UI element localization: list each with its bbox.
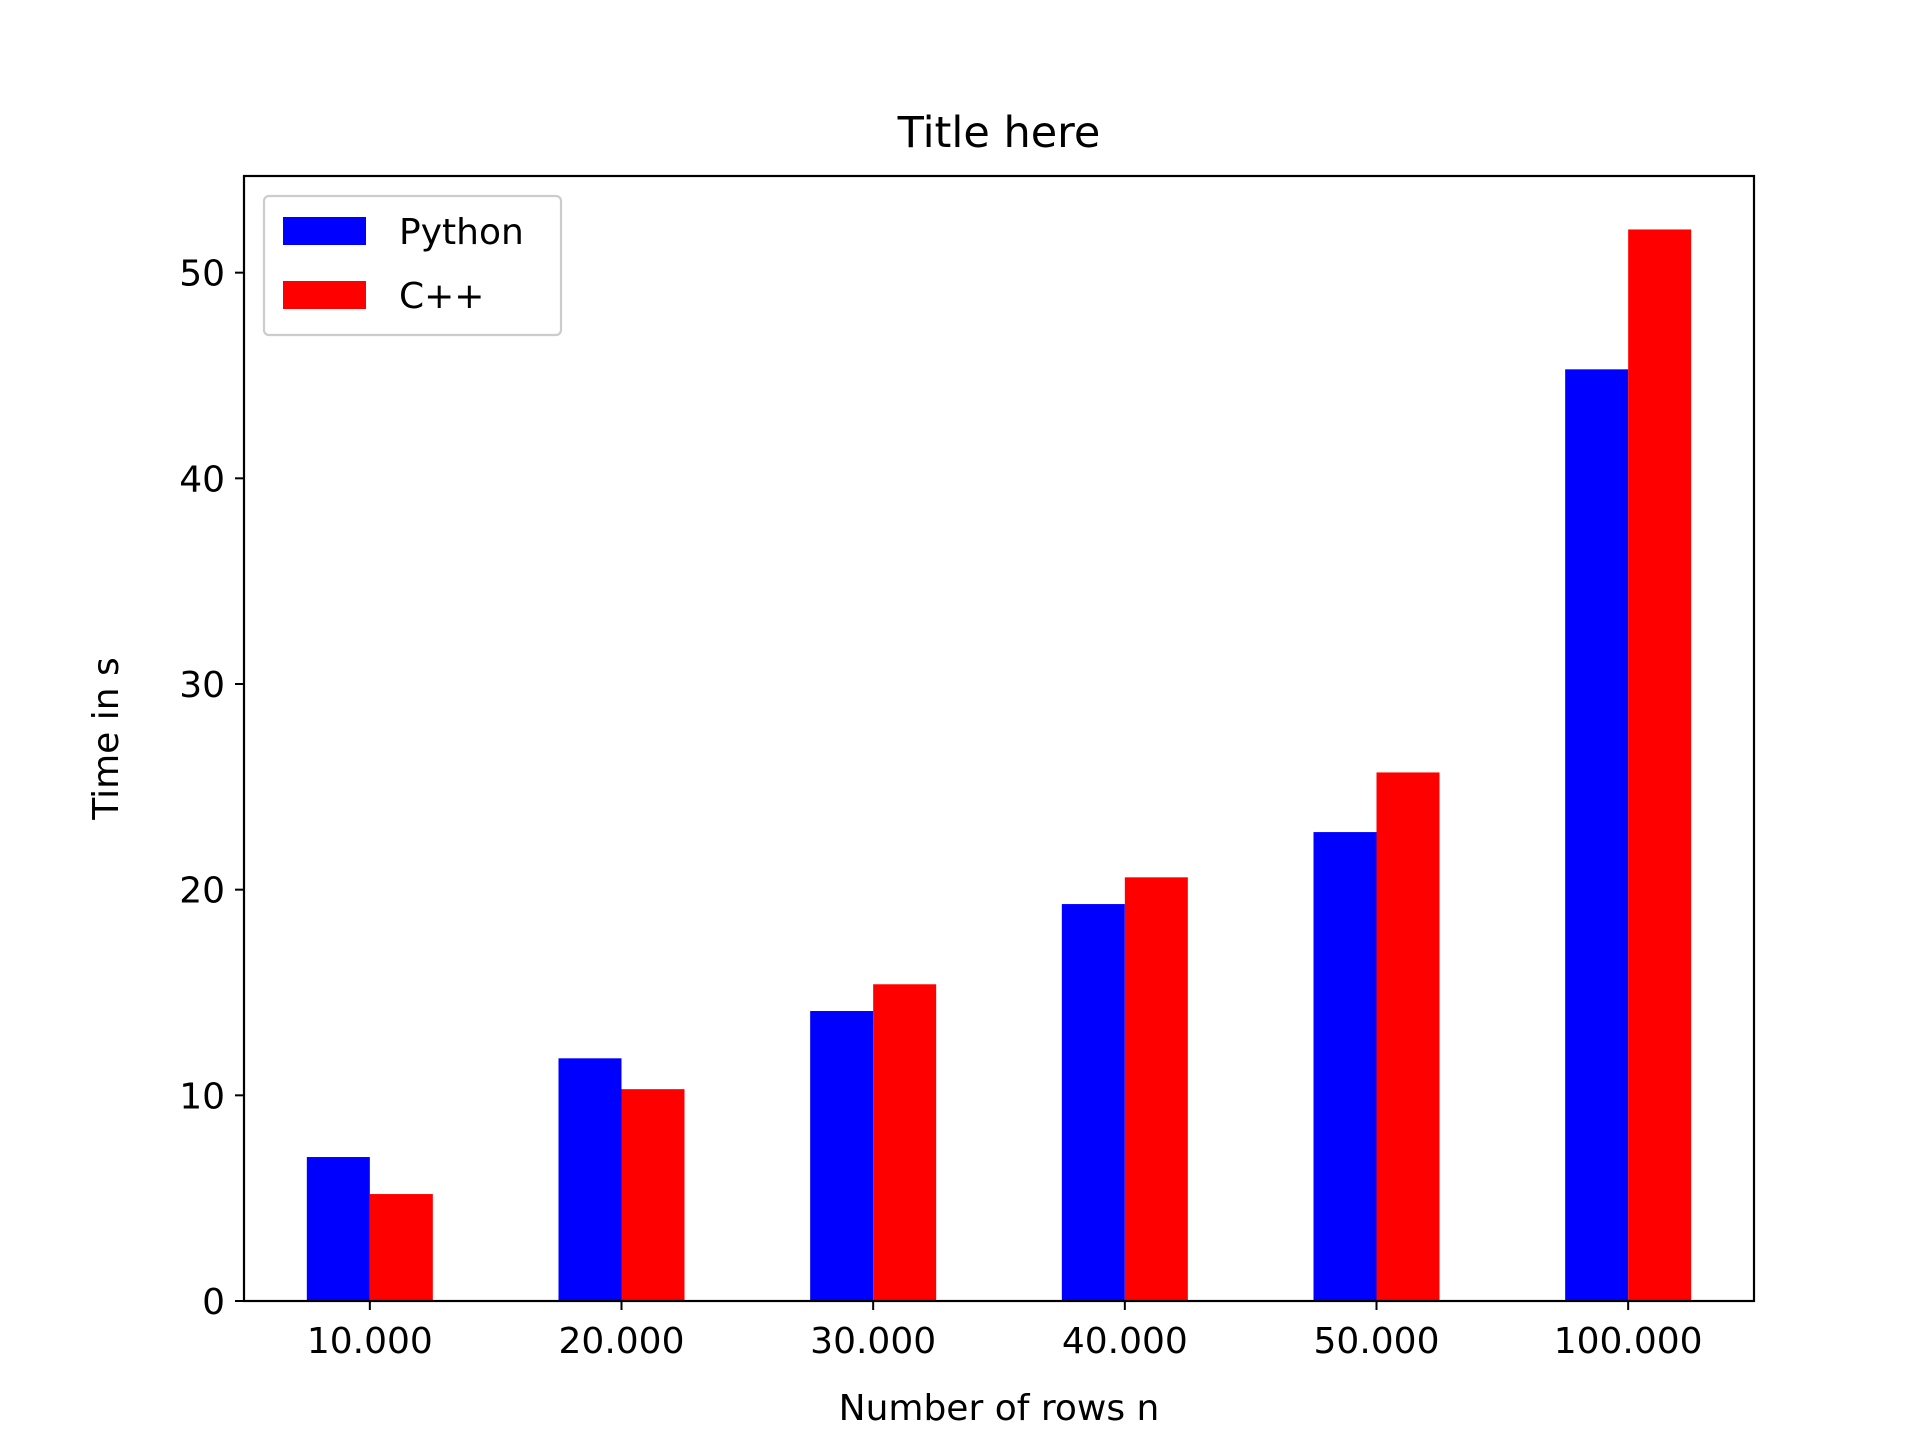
x-tick-label-0: 10.000 [307, 1321, 433, 1362]
x-tick-label-3: 40.000 [1062, 1321, 1188, 1362]
legend-swatch-python [283, 217, 366, 245]
bar-cpp-0 [369, 1194, 433, 1301]
y-tick-label-5: 50 [179, 254, 225, 295]
bar-python-3 [1061, 904, 1125, 1301]
x-axis-label: Number of rows n [839, 1388, 1160, 1429]
x-tick-label-4: 50.000 [1314, 1321, 1440, 1362]
legend-swatch-cpp [283, 281, 366, 309]
bar-python-5 [1565, 369, 1629, 1301]
y-tick-label-1: 10 [179, 1076, 225, 1117]
y-tick-label-0: 0 [202, 1282, 225, 1323]
bar-python-1 [558, 1058, 622, 1301]
y-tick-label-3: 30 [179, 665, 225, 706]
bar-cpp-2 [873, 984, 937, 1301]
bar-cpp-3 [1124, 877, 1188, 1301]
bar-cpp-4 [1376, 772, 1440, 1301]
ticks-layer: 0 10 20 30 40 50 10.000 20.000 30.000 40.000 50.00… [179, 254, 1702, 1362]
bars-layer [306, 229, 1692, 1301]
legend-label-python: Python [399, 212, 524, 253]
bar-python-0 [306, 1157, 370, 1301]
x-tick-label-5: 100.000 [1554, 1321, 1703, 1362]
bar-python-4 [1313, 832, 1377, 1301]
bar-python-2 [810, 1011, 874, 1301]
y-axis-label: Time in s [86, 657, 127, 821]
bar-cpp-1 [621, 1089, 685, 1301]
chart-title: Title here [897, 108, 1101, 158]
plot-frame [242, 174, 1756, 1303]
legend-label-cpp: C++ [399, 276, 484, 317]
legend: Python C++ [262, 194, 563, 337]
bar-cpp-5 [1628, 229, 1692, 1301]
x-tick-label-2: 30.000 [810, 1321, 936, 1362]
y-tick-label-2: 20 [179, 871, 225, 912]
y-tick-label-4: 40 [179, 459, 225, 500]
x-tick-label-1: 20.000 [559, 1321, 685, 1362]
